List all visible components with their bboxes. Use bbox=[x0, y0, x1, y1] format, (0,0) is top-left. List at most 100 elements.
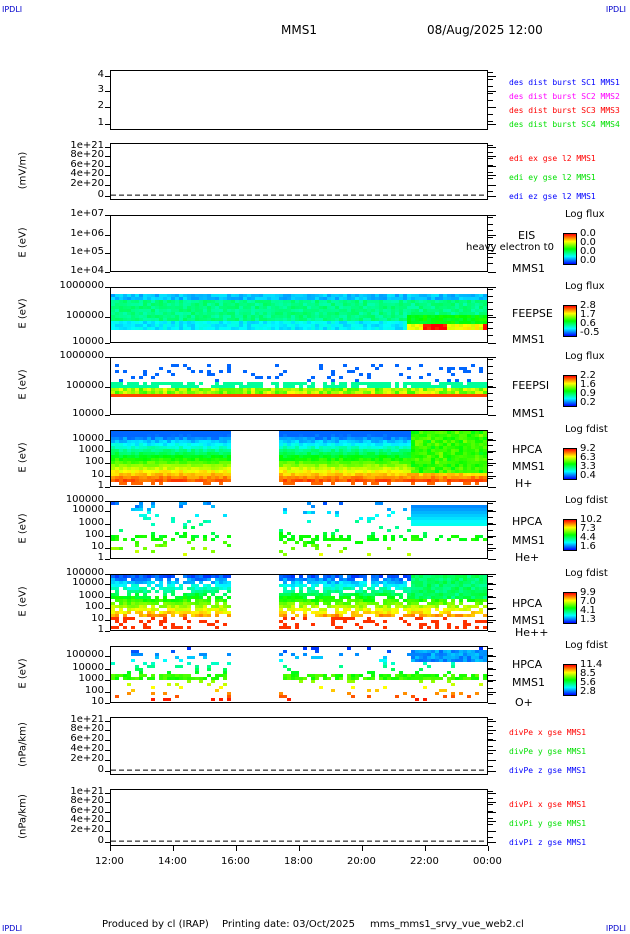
spectrogram-cell bbox=[219, 452, 223, 455]
spectrogram-cell bbox=[431, 614, 435, 617]
spectrogram-cell bbox=[159, 327, 163, 330]
spectrogram-cell bbox=[159, 482, 163, 485]
spectrogram-cell bbox=[183, 608, 187, 611]
spectrogram-cell bbox=[203, 479, 207, 482]
spectrogram-cell bbox=[323, 593, 327, 596]
colorbar-tick: 7.3 bbox=[580, 523, 596, 534]
spectrogram-cell bbox=[215, 626, 219, 629]
spectrogram-cell bbox=[151, 324, 155, 327]
spectrogram-cell bbox=[355, 476, 359, 479]
spectrogram-cell bbox=[471, 391, 475, 394]
spectrogram-cell bbox=[215, 596, 219, 599]
spectrogram-cell bbox=[359, 309, 363, 312]
spectrogram-cell bbox=[231, 303, 235, 306]
spectrogram-cell bbox=[283, 614, 287, 617]
spectrogram-cell bbox=[379, 455, 383, 458]
spectrogram-cell bbox=[315, 431, 319, 434]
spectrogram-cell bbox=[447, 394, 451, 397]
spectrogram-cell bbox=[155, 309, 159, 312]
spectrogram-cell bbox=[191, 611, 195, 614]
spectrogram-cell bbox=[263, 321, 267, 324]
spectrogram-cell bbox=[343, 470, 347, 473]
spectrogram-cell bbox=[363, 300, 367, 303]
spectrogram-cell bbox=[471, 440, 475, 443]
spectrogram-cell bbox=[179, 394, 183, 397]
spectrogram-cell bbox=[115, 599, 119, 602]
spectrogram-cell bbox=[407, 608, 411, 611]
spectrogram-cell bbox=[407, 602, 411, 605]
spectrogram-cell bbox=[463, 309, 467, 312]
spectrogram-cell bbox=[111, 458, 115, 461]
spectrogram-cell bbox=[163, 318, 167, 321]
spectrogram-cell bbox=[147, 321, 151, 324]
spectrogram-cell bbox=[383, 443, 387, 446]
spectrogram-cell bbox=[439, 458, 443, 461]
spectrogram-cell bbox=[395, 449, 399, 452]
spectrogram-cell bbox=[399, 306, 403, 309]
spectrogram-cell bbox=[163, 452, 167, 455]
spectrogram-cell bbox=[311, 473, 315, 476]
spectrogram-cell bbox=[127, 458, 131, 461]
spectrogram-cell bbox=[467, 581, 471, 584]
spectrogram-cell bbox=[443, 434, 447, 437]
spectrogram-cell bbox=[215, 394, 219, 397]
spectrogram-cell bbox=[223, 623, 227, 626]
spectrogram-cell bbox=[179, 677, 183, 680]
spectrogram-cell bbox=[359, 599, 363, 602]
spectrogram-cell bbox=[311, 647, 315, 650]
spectrogram-cell bbox=[415, 578, 419, 581]
spectrogram-cell bbox=[427, 327, 431, 330]
spectrogram-cell bbox=[415, 312, 419, 315]
spectrogram-cell bbox=[287, 297, 291, 300]
spectrogram-cell bbox=[119, 578, 123, 581]
spectrogram-cell bbox=[239, 306, 243, 309]
spectrogram-cell bbox=[271, 391, 275, 394]
spectrogram-cell bbox=[171, 382, 175, 385]
spectrogram-cell bbox=[443, 517, 447, 520]
spectrogram-cell bbox=[251, 394, 255, 397]
spectrogram-cell bbox=[447, 300, 451, 303]
spectrogram-cell bbox=[167, 312, 171, 315]
spectrogram-cell bbox=[227, 535, 231, 538]
spectrogram-cell bbox=[131, 318, 135, 321]
spectrogram-cell bbox=[111, 312, 115, 315]
spectrogram-cell bbox=[275, 388, 279, 391]
spectrogram-cell bbox=[391, 300, 395, 303]
spectrogram-cell bbox=[151, 581, 155, 584]
spectrogram-cell bbox=[115, 605, 119, 608]
spectrogram-cell bbox=[171, 517, 175, 520]
spectrogram-cell bbox=[223, 671, 227, 674]
spectrogram-cell bbox=[323, 502, 327, 505]
spectrogram-cell bbox=[343, 324, 347, 327]
y-tick-mark bbox=[105, 620, 110, 622]
spectrogram-cell bbox=[303, 653, 307, 656]
spectrogram-cell bbox=[475, 315, 479, 318]
spectrogram-cell bbox=[123, 620, 127, 623]
spectrogram-cell bbox=[419, 376, 423, 379]
spectrogram-cell bbox=[263, 394, 267, 397]
spectrogram-cell bbox=[283, 617, 287, 620]
spectrogram-cell bbox=[331, 300, 335, 303]
spectrogram-cell bbox=[115, 318, 119, 321]
spectrogram-cell bbox=[479, 593, 483, 596]
spectrogram-cell bbox=[355, 300, 359, 303]
spectrogram-cell bbox=[355, 674, 359, 677]
spectrogram-cell bbox=[187, 677, 191, 680]
spectrogram-cell bbox=[387, 309, 391, 312]
spectrogram-cell bbox=[355, 611, 359, 614]
spectrogram-cell bbox=[387, 514, 391, 517]
spectrogram-cell bbox=[351, 306, 355, 309]
y-tick-label: 3 bbox=[97, 84, 104, 95]
spectrogram-cell bbox=[447, 593, 451, 596]
colorbar bbox=[563, 519, 577, 551]
y-tick-mark bbox=[488, 156, 496, 158]
spectrogram-cell bbox=[363, 599, 367, 602]
spectrogram-cell bbox=[475, 458, 479, 461]
spectrogram-cell bbox=[319, 367, 323, 370]
spectrogram-cell bbox=[183, 523, 187, 526]
spectrogram-cell bbox=[455, 464, 459, 467]
spectrogram-cell bbox=[403, 297, 407, 300]
spectrogram-cell bbox=[295, 315, 299, 318]
minor-tick bbox=[488, 86, 493, 87]
spectrogram-cell bbox=[159, 674, 163, 677]
